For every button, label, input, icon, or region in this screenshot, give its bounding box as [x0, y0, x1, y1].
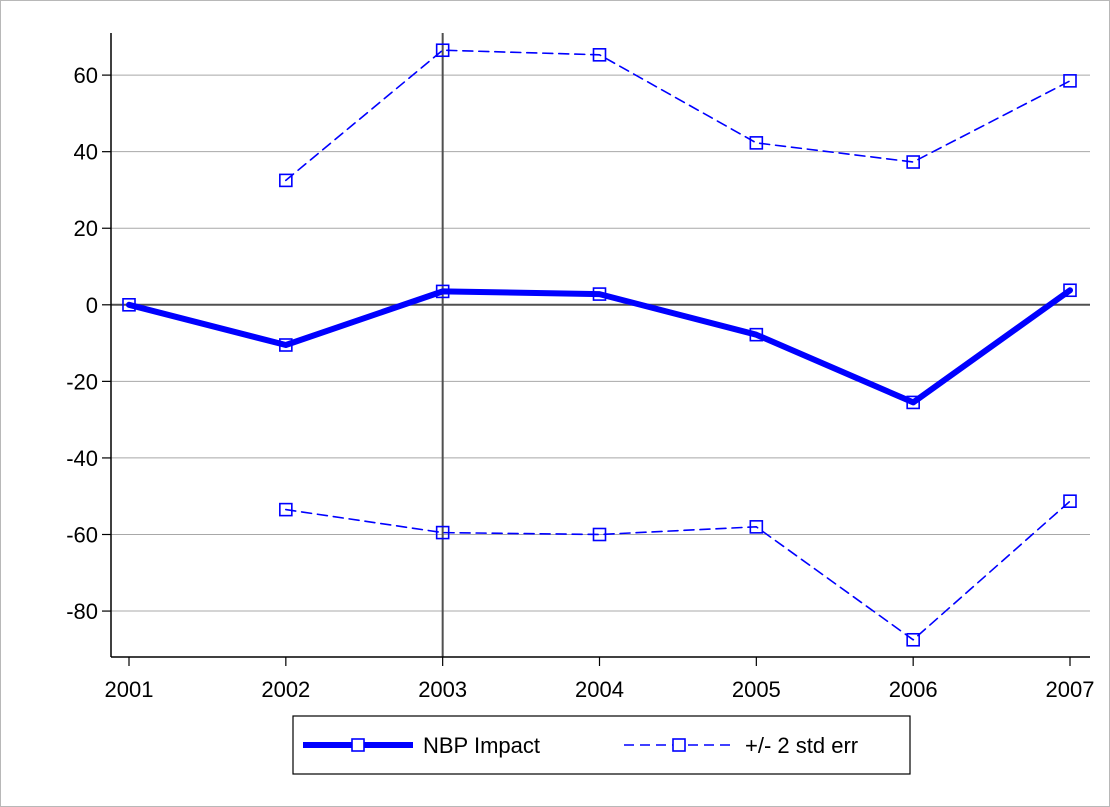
x-tick-label: 2003: [418, 677, 467, 702]
series-line-0: [126, 287, 1073, 406]
axes: 60 40 20 0 -20 -40 -60 -80 2001 2002 2003 2004 2005 2…: [66, 33, 1094, 702]
x-tick-label: 2004: [575, 677, 624, 702]
series-marker-0: [749, 327, 764, 342]
legend-swatch-marker-1: [672, 738, 686, 752]
series-marker-2: [592, 527, 607, 542]
series-marker-2: [906, 632, 920, 647]
series-layer: [122, 43, 1077, 647]
series-marker-0: [122, 298, 136, 312]
legend-swatch-marker-0: [351, 738, 365, 752]
series-marker-2: [435, 525, 450, 540]
x-tick-label: 2006: [889, 677, 938, 702]
series-marker-1: [906, 155, 920, 169]
legend-label-0: NBP Impact: [423, 733, 540, 758]
series-marker-0: [1063, 283, 1077, 298]
x-tick-label: 2002: [261, 677, 310, 702]
series-marker-0: [906, 395, 920, 410]
legend: NBP Impact +/- 2 std err: [292, 715, 911, 775]
y-tick-label: -60: [66, 522, 98, 547]
series-marker-2: [1063, 494, 1077, 508]
y-tick-label: 40: [74, 140, 98, 165]
series-marker-1: [592, 48, 607, 62]
y-tick-label: 0: [86, 293, 98, 318]
grid-lines: [111, 74, 1090, 612]
x-tick-label: 2005: [732, 677, 781, 702]
series-marker-1: [749, 136, 764, 150]
y-tick-label: 60: [74, 63, 98, 88]
legend-label-1: +/- 2 std err: [745, 733, 858, 758]
series-marker-2: [279, 502, 293, 517]
y-tick-label: 20: [74, 216, 98, 241]
series-marker-1: [279, 173, 293, 188]
y-tick-label: -40: [66, 446, 98, 471]
series-marker-0: [592, 287, 607, 301]
reference-lines: [111, 33, 1090, 657]
series-line-2: [285, 500, 1071, 641]
series-line-1: [285, 49, 1071, 182]
series-marker-2: [749, 520, 764, 534]
series-marker-1: [435, 43, 450, 58]
series-marker-0: [435, 284, 450, 299]
x-tick-label: 2007: [1046, 677, 1095, 702]
y-tick-label: -20: [66, 369, 98, 394]
series-marker-0: [279, 338, 293, 352]
y-tick-label: -80: [66, 599, 98, 624]
x-tick-label: 2001: [105, 677, 154, 702]
series-marker-1: [1063, 74, 1077, 88]
